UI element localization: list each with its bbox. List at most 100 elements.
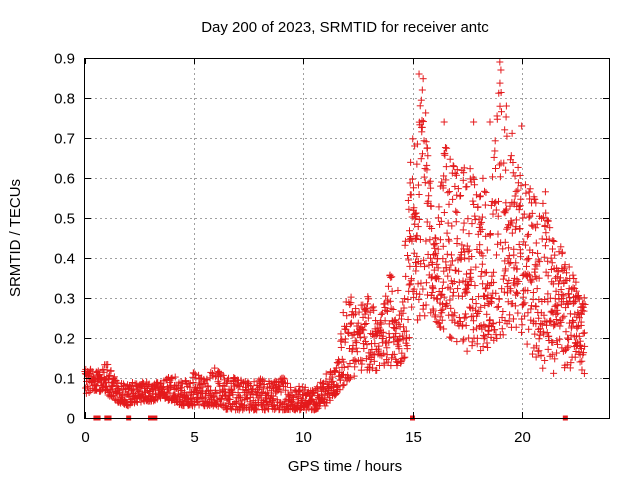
data-point — [505, 276, 513, 284]
data-point — [440, 325, 448, 333]
data-point — [459, 176, 467, 184]
data-point — [457, 191, 465, 199]
data-point — [340, 381, 348, 389]
data-point — [400, 323, 408, 331]
x-tick-label: 5 — [190, 429, 198, 446]
data-point — [516, 171, 524, 179]
data-point — [580, 294, 588, 302]
data-point — [445, 237, 453, 245]
data-point — [404, 196, 412, 204]
data-point — [483, 339, 491, 347]
data-point — [546, 224, 554, 232]
data-point — [549, 236, 557, 244]
data-point — [416, 102, 424, 110]
data-point — [318, 380, 326, 388]
data-point — [447, 251, 455, 259]
data-point — [492, 251, 500, 259]
data-point — [410, 285, 418, 293]
data-point — [535, 314, 543, 322]
data-point — [408, 175, 416, 183]
data-point — [221, 382, 229, 390]
data-point — [532, 224, 540, 232]
data-point — [444, 272, 452, 280]
data-point — [465, 230, 473, 238]
data-point — [426, 177, 434, 185]
data-point — [560, 312, 568, 320]
data-point — [420, 263, 428, 271]
data-point — [195, 401, 203, 409]
data-point — [443, 301, 451, 309]
data-point — [498, 325, 506, 333]
data-point — [405, 227, 413, 235]
data-point — [514, 163, 522, 171]
data-point — [478, 213, 486, 221]
data-point — [482, 188, 490, 196]
data-point — [439, 278, 447, 286]
data-point — [532, 342, 540, 350]
data-point — [531, 261, 539, 269]
data-point — [577, 318, 585, 326]
data-point — [556, 335, 564, 343]
data-point — [554, 309, 562, 317]
data-point — [492, 165, 500, 173]
data-point — [406, 262, 414, 270]
data-point — [314, 386, 322, 394]
data-point — [502, 102, 510, 110]
data-point — [533, 262, 541, 270]
data-point — [440, 293, 448, 301]
data-point — [488, 294, 496, 302]
data-point — [544, 272, 552, 280]
data-point — [501, 126, 509, 134]
data-point — [434, 245, 442, 253]
data-point — [203, 375, 211, 383]
data-point — [464, 282, 472, 290]
data-point — [460, 164, 468, 172]
data-point — [532, 303, 540, 311]
data-point — [497, 66, 505, 74]
data-point — [494, 212, 502, 220]
data-point — [576, 358, 584, 366]
data-point — [409, 135, 417, 143]
data-point — [570, 298, 578, 306]
data-point — [518, 321, 526, 329]
data-point — [453, 235, 461, 243]
data-point — [344, 328, 352, 336]
data-point — [514, 289, 522, 297]
data-point — [482, 268, 490, 276]
data-point — [394, 286, 402, 294]
data-point — [419, 150, 427, 158]
data-point — [405, 334, 413, 342]
data-point — [490, 153, 498, 161]
data-point — [481, 301, 489, 309]
data-point — [171, 373, 179, 381]
data-point — [575, 332, 583, 340]
data-point — [211, 364, 219, 372]
data-point — [392, 325, 400, 333]
data-points — [81, 58, 589, 421]
data-point — [419, 285, 427, 293]
data-point — [465, 246, 473, 254]
data-point — [553, 306, 561, 314]
data-point — [445, 188, 453, 196]
data-point — [422, 237, 430, 245]
data-point — [419, 75, 427, 83]
data-point — [401, 237, 409, 245]
data-point — [490, 268, 498, 276]
data-point — [213, 389, 221, 397]
data-point — [340, 358, 348, 366]
data-point — [465, 281, 473, 289]
data-point — [517, 182, 525, 190]
data-point — [531, 273, 539, 281]
data-point — [554, 302, 562, 310]
y-tick-label: 0.7 — [54, 131, 75, 148]
data-point — [336, 386, 344, 394]
data-point — [569, 319, 577, 327]
data-point — [347, 374, 355, 382]
data-point — [570, 275, 578, 283]
data-point — [519, 293, 527, 301]
data-point — [533, 285, 541, 293]
data-point — [525, 255, 533, 263]
data-point — [502, 265, 510, 273]
data-point — [339, 382, 347, 390]
data-point — [440, 172, 448, 180]
